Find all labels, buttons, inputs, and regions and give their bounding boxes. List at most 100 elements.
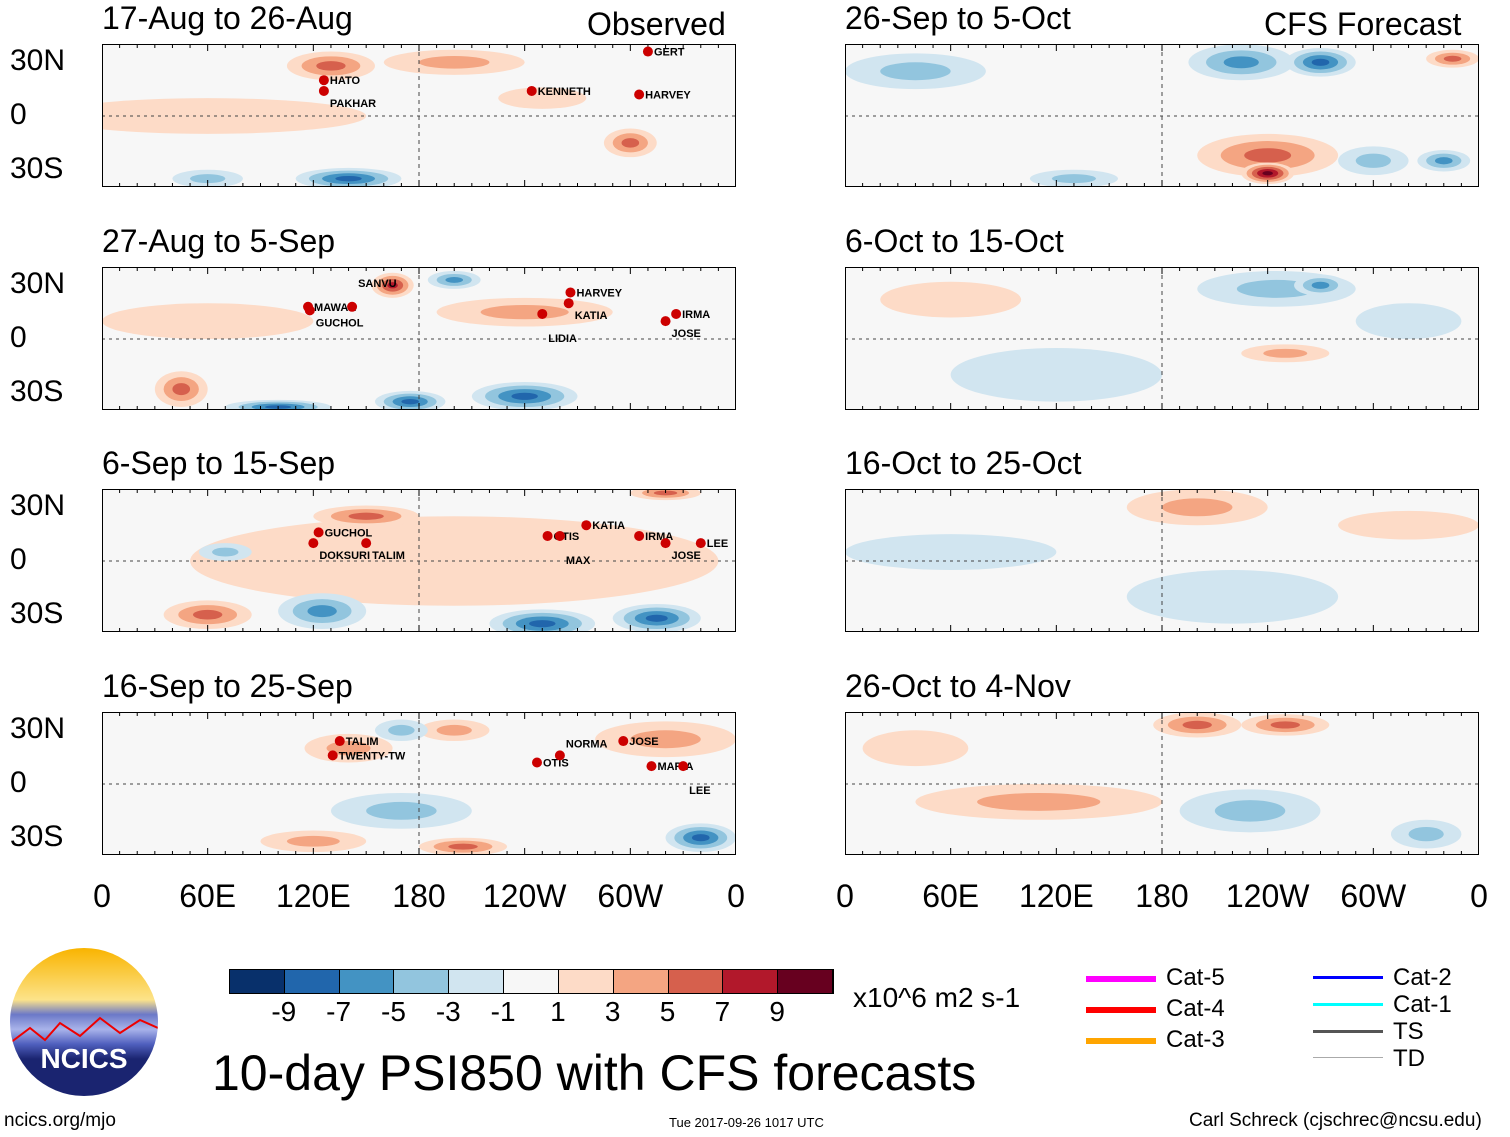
anomaly-contour [212, 547, 239, 557]
legend-line [1086, 976, 1156, 982]
storm-label: NORMA [566, 738, 608, 750]
storm-label: KATIA [575, 310, 608, 322]
anomaly-contour [1443, 55, 1462, 62]
anomaly-contour [436, 724, 472, 736]
lon-tick-label: 0 [836, 878, 854, 914]
colorbar-tick-label: -7 [326, 996, 352, 1027]
panel-title: 26-Oct to 4-Nov [845, 668, 1071, 704]
anomaly-contour [1355, 153, 1391, 168]
lat-tick-label: 0 [10, 321, 27, 354]
anomaly-contour [1162, 498, 1233, 517]
lat-tick-label: 0 [10, 766, 27, 799]
lon-tick-label: 0 [93, 878, 111, 914]
colorbar-swatch [394, 970, 450, 993]
storm-label: JOSE [672, 328, 701, 340]
anomaly-contour [880, 281, 1022, 318]
storm-label: OTIS [543, 758, 569, 770]
legend-line [1086, 1038, 1156, 1044]
lat-tick-label: 0 [10, 543, 27, 576]
colorbar-swatch [613, 970, 669, 993]
colorbar-swatch [284, 970, 340, 993]
storm-label: LIDIA [548, 333, 577, 345]
storm-marker: SANVU [347, 278, 397, 312]
storm-marker: KENNETH [526, 85, 591, 98]
observed-label: Observed [587, 6, 726, 42]
anomaly-contour [1126, 569, 1339, 624]
anomaly-contour [448, 843, 478, 850]
colorbar-tick-label: 9 [769, 996, 785, 1027]
legend-line [1086, 1007, 1156, 1013]
anomaly-contour [529, 620, 556, 628]
legend-line [1313, 976, 1383, 979]
storm-label: TALIM [346, 736, 379, 748]
lon-tick-label: 0 [1470, 878, 1488, 914]
colorbar-tick-label: -5 [381, 996, 406, 1027]
anomaly-contour [1338, 510, 1479, 540]
storm-label: LEE [689, 785, 710, 797]
lon-tick-label: 60E [179, 878, 237, 914]
lon-tick-label: 180 [392, 878, 446, 914]
storm-marker: GUCHOL [313, 527, 373, 539]
storm-label: KENNETH [538, 86, 591, 98]
map-svg: HATO PAKHAR KENNETH GERT HARVEY [49, 43, 737, 190]
anomaly-contour [387, 282, 398, 289]
colorbar-tick-label: -9 [271, 996, 297, 1027]
map-svg: MAWAR GUCHOL SANVU HARVEY KATIA LIDIA IRMA JOSE [101, 266, 737, 415]
legend-line [1313, 1003, 1383, 1006]
anomaly-contour [1408, 826, 1444, 842]
storm-marker: MAX [554, 530, 591, 567]
anomaly-contour [630, 730, 701, 749]
storm-label: JOSE [672, 550, 701, 562]
colorbar-tick-label: -3 [435, 996, 461, 1027]
anomaly-contour [880, 62, 951, 81]
lat-tick-label: 30S [10, 151, 64, 185]
anomaly-contour [498, 87, 587, 109]
colorbar-tick-label: 1 [550, 996, 566, 1027]
lon-tick-label: 180 [1135, 878, 1189, 914]
legend-label: Cat-1 [1393, 991, 1452, 1018]
storm-marker: NORMA [554, 738, 608, 761]
anomaly-contour [845, 534, 1057, 570]
panel-title: 6-Oct to 15-Oct [845, 223, 1064, 259]
ncics-logo: NCICS [10, 948, 158, 1096]
storm-label: MAWAR [314, 302, 356, 314]
colorbar-tick-label: 3 [604, 996, 621, 1027]
storm-label: TALIM [372, 550, 405, 562]
legend-line [1313, 1057, 1383, 1058]
storm-label: LEE [707, 538, 728, 550]
storm-label: MAX [566, 555, 591, 567]
lon-tick-label: 60E [922, 878, 980, 914]
storm-marker: DOKSURI [308, 538, 370, 562]
lat-tick-label: 30S [10, 374, 64, 408]
map-svg [844, 488, 1480, 633]
storm-label: HARVEY [645, 90, 691, 102]
colorbar-swatch [504, 970, 559, 993]
logo-text: NCICS [40, 1043, 128, 1074]
lat-tick-label: 30N [10, 489, 66, 523]
storm-label: JOSE [629, 736, 658, 748]
storm-label: SANVU [358, 278, 397, 290]
colorbar-tick-label: 7 [714, 996, 731, 1027]
anomaly-contour [1434, 157, 1453, 165]
storm-label: GUCHOL [325, 527, 373, 539]
storm-label: MARIA [657, 761, 693, 773]
anomaly-contour [1244, 148, 1292, 163]
storm-marker: TWENTY-TW [327, 750, 406, 762]
map-svg [844, 266, 1480, 411]
lat-tick-label: 30N [10, 44, 66, 78]
anomaly-contour [645, 614, 668, 622]
legend-label: Cat-2 [1393, 964, 1452, 991]
storm-marker: GUCHOL [304, 305, 364, 329]
anomaly-contour [621, 138, 640, 148]
map-panel: MAWAR GUCHOL SANVU HARVEY KATIA LIDIA IRMA JOSE [101, 266, 737, 415]
storm-marker: TALIM [334, 736, 379, 748]
anomaly-contour [691, 834, 710, 842]
anomaly-contour [307, 605, 337, 618]
storm-label: TWENTY-TW [339, 750, 406, 762]
anomaly-contour [401, 398, 420, 405]
panel-title: 17-Aug to 26-Aug [102, 0, 353, 36]
colorbar-tick-label: -1 [490, 996, 516, 1027]
legend-label: Cat-5 [1166, 964, 1225, 991]
